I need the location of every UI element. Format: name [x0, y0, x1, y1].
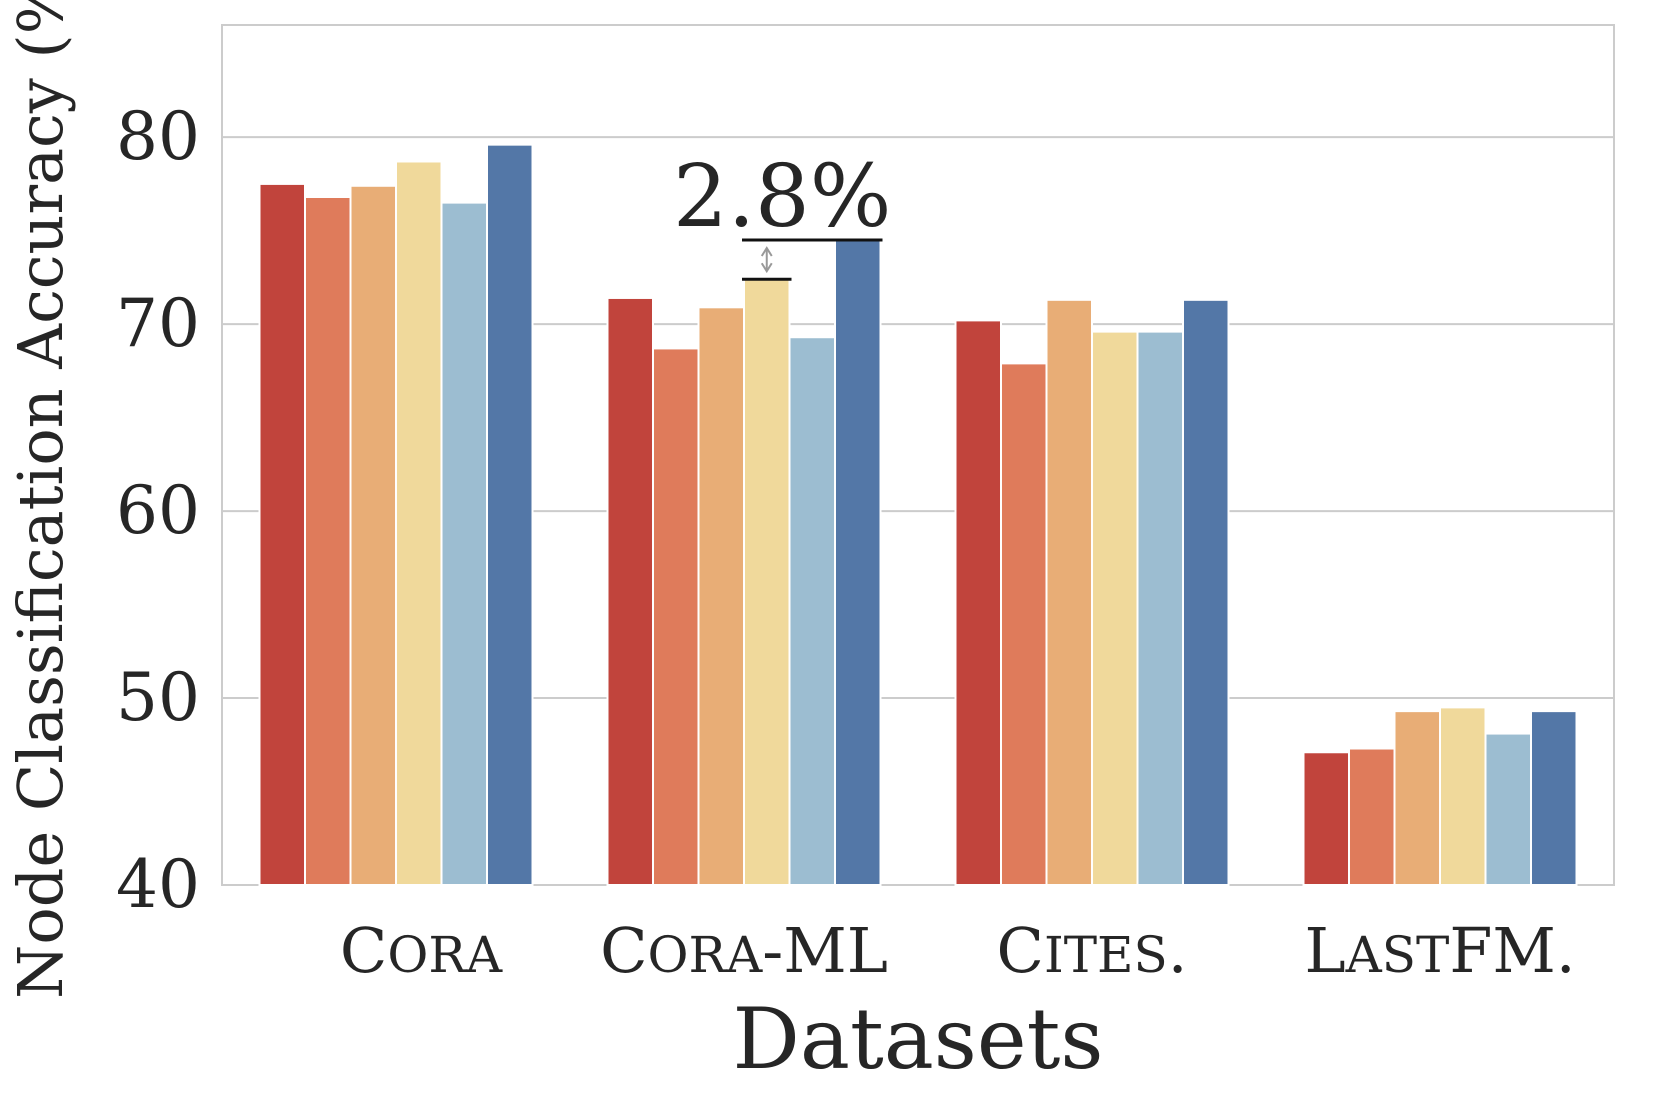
bar-cora-method-2: [304, 196, 352, 886]
bar-lastfm-method-6: [1530, 710, 1578, 886]
bar-lastfm-method-3: [1393, 710, 1441, 886]
bar-cora-method-1: [258, 182, 306, 887]
annotation-label: 2.8%: [673, 147, 892, 247]
bar-cora-method-4: [395, 160, 443, 886]
bar-cora-method-3: [349, 184, 397, 887]
bar-cora-ml-method-4: [743, 278, 791, 886]
y-tick-label: 60: [116, 472, 200, 549]
y-tick-label: 70: [116, 285, 200, 362]
bar-lastfm-method-4: [1439, 706, 1487, 886]
bar-cites-method-5: [1136, 330, 1184, 886]
bar-cora-ml-method-1: [606, 296, 654, 886]
bar-cites-method-2: [1000, 362, 1048, 886]
bar-cora-ml-method-5: [788, 336, 836, 886]
x-tick-label: CORA: [340, 914, 503, 987]
y-tick-label: 40: [116, 846, 200, 923]
bar-cora-ml-method-3: [697, 306, 745, 887]
bar-cora-method-6: [486, 143, 534, 887]
bar-cora-ml-method-6: [834, 239, 882, 886]
bar-lastfm-method-1: [1302, 751, 1350, 886]
bars: [258, 143, 1578, 887]
bar-cora-ml-method-2: [652, 347, 700, 887]
x-tick-label: LASTFM.: [1304, 914, 1575, 987]
y-tick-label: 50: [116, 659, 200, 736]
bar-cora-method-5: [440, 201, 488, 886]
bar-cites-method-4: [1091, 330, 1139, 886]
bar-lastfm-method-2: [1348, 747, 1396, 886]
annotation-arrow-head-up: [760, 246, 773, 257]
bar-cites-method-1: [954, 319, 1002, 886]
x-tick-labels: CORA CORA-ML CITES. LASTFM.: [340, 914, 1576, 987]
y-axis-label: Node Classification Accuracy (%): [4, 0, 77, 999]
x-tick-label: CITES.: [996, 914, 1187, 987]
bar-cites-method-6: [1182, 298, 1230, 886]
x-axis-label: Datasets: [733, 990, 1104, 1088]
y-tick-labels: 40 50 60 70 80: [116, 98, 200, 923]
bar-cites-method-3: [1045, 298, 1093, 886]
annotation: 2.8%: [673, 147, 892, 281]
annotation-arrow-head-down: [760, 262, 773, 274]
x-tick-label: CORA-ML: [600, 914, 888, 987]
bar-lastfm-method-5: [1484, 732, 1532, 887]
y-tick-label: 80: [116, 98, 200, 175]
